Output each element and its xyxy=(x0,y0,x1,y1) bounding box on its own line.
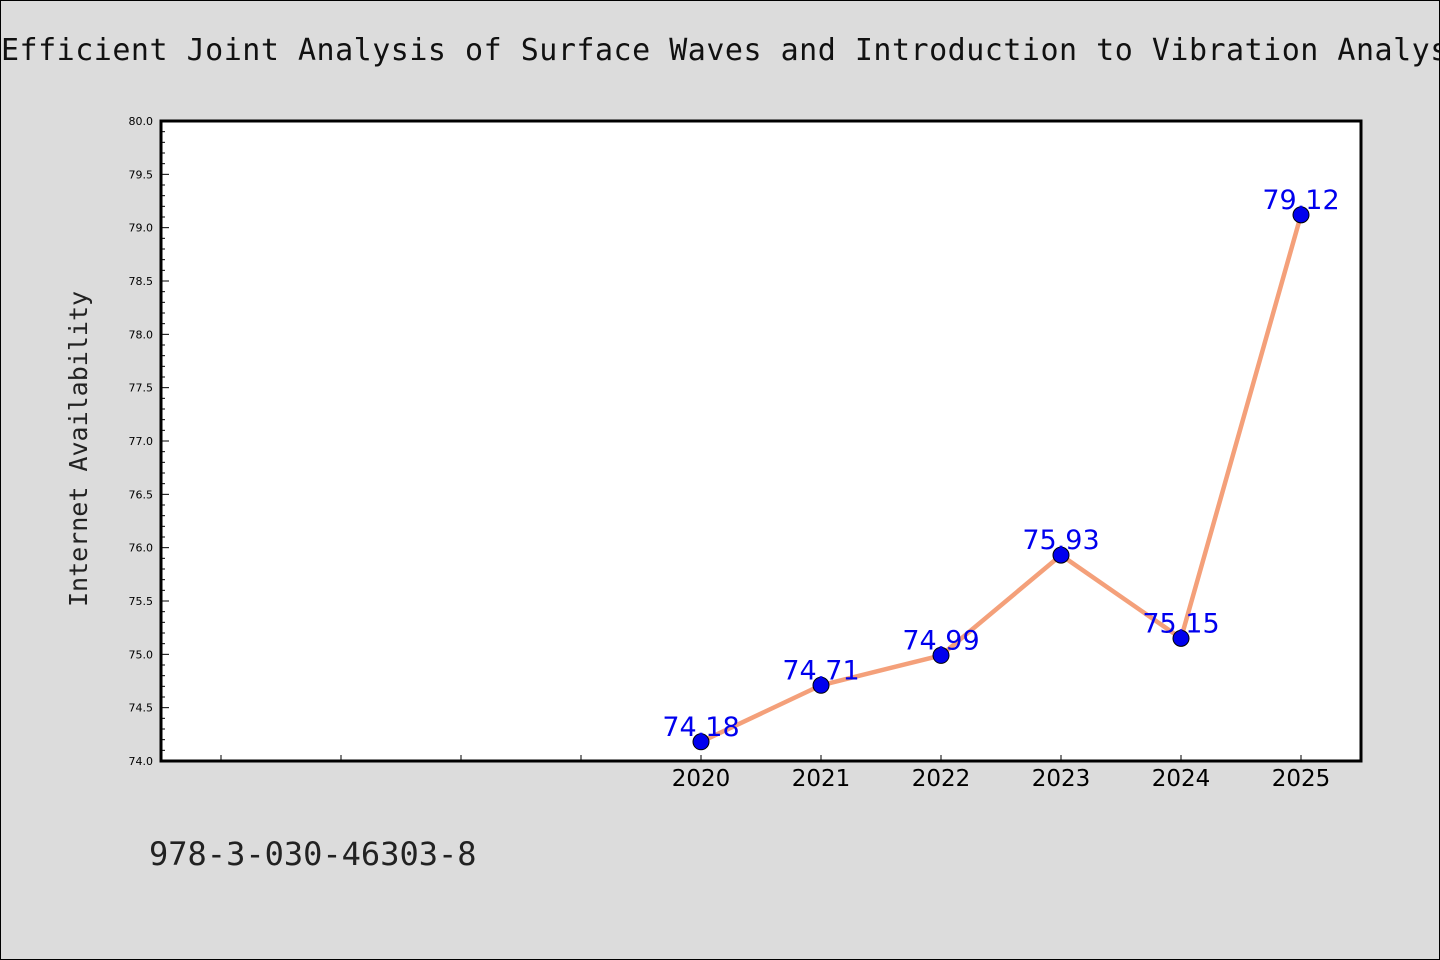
plot-area xyxy=(161,121,1361,761)
plot-border xyxy=(159,119,1363,763)
y-tick-label: 77.5 xyxy=(129,382,154,395)
isbn-text: 978-3-030-46303-8 xyxy=(149,835,477,873)
data-label: 74.71 xyxy=(782,655,859,686)
data-label: 74.99 xyxy=(902,625,979,656)
data-point xyxy=(932,646,950,664)
x-tick-label: 2024 xyxy=(1152,766,1211,792)
data-point xyxy=(1292,206,1310,224)
data-point xyxy=(1052,546,1070,564)
data-point xyxy=(692,733,710,751)
data-label: 75.93 xyxy=(1022,525,1099,556)
x-tick-label: 2021 xyxy=(792,766,851,792)
x-tick-label: 2020 xyxy=(672,766,731,792)
data-label: 74.18 xyxy=(662,712,739,743)
chart-title: Efficient Joint Analysis of Surface Wave… xyxy=(1,33,1440,68)
y-tick-label: 74.0 xyxy=(129,755,154,768)
y-tick-label: 79.0 xyxy=(129,222,154,235)
y-tick-label: 76.0 xyxy=(129,542,154,555)
series-line xyxy=(698,212,1304,745)
data-point xyxy=(1172,629,1190,647)
x-tick-label: 2025 xyxy=(1272,766,1331,792)
data-point xyxy=(812,676,830,694)
y-tick-label: 79.5 xyxy=(129,168,154,181)
x-tick-label: 2023 xyxy=(1032,766,1091,792)
y-axis-label: Internet Availability xyxy=(64,291,93,607)
y-tick-label: 77.0 xyxy=(129,435,154,448)
y-tick-label: 76.5 xyxy=(129,488,154,501)
y-tick-label: 78.0 xyxy=(129,328,154,341)
y-tick-label: 75.5 xyxy=(129,595,154,608)
data-label: 75.15 xyxy=(1142,608,1219,639)
data-label: 79.12 xyxy=(1262,185,1339,216)
y-tick-label: 80.0 xyxy=(129,115,154,128)
y-tick-label: 74.5 xyxy=(129,702,154,715)
y-tick-label: 78.5 xyxy=(129,275,154,288)
y-tick-label: 75.0 xyxy=(129,648,154,661)
x-tick-label: 2022 xyxy=(912,766,971,792)
